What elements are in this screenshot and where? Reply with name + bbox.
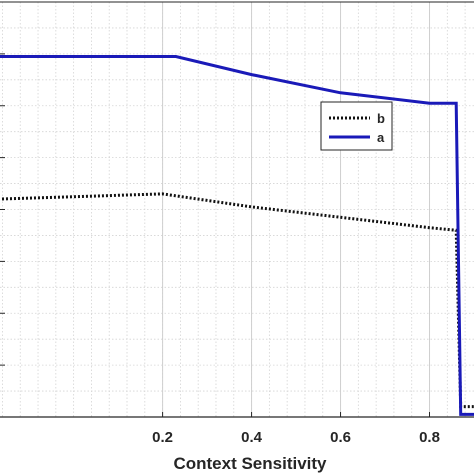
x-tick-label: 0.4 xyxy=(241,429,263,446)
legend-label-b: b xyxy=(377,111,385,126)
legend-box xyxy=(320,101,393,151)
x-axis-ticks: 0.2 0.4 0.6 0.8 xyxy=(152,412,440,446)
x-axis-title: Context Sensitivity xyxy=(173,454,327,473)
grid xyxy=(0,1,474,418)
series-line-a xyxy=(0,55,474,416)
legend: b a xyxy=(320,101,393,151)
legend-label-a: a xyxy=(377,130,385,145)
series-group xyxy=(0,55,474,416)
series-line-b xyxy=(0,192,474,409)
axes xyxy=(0,1,474,418)
x-tick-label: 0.8 xyxy=(419,429,440,446)
x-tick-label: 0.2 xyxy=(152,429,173,446)
x-tick-label: 0.6 xyxy=(330,429,351,446)
